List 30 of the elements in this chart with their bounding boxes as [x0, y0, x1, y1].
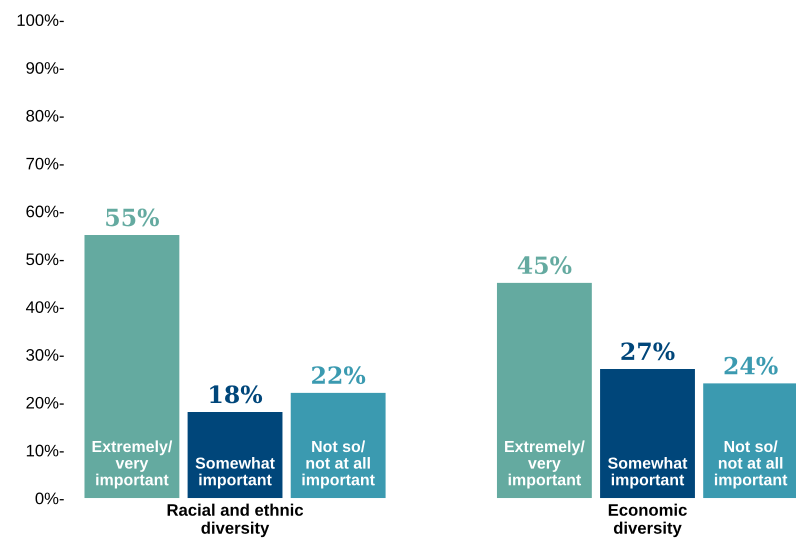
y-tick-label: 60%- [26, 206, 64, 218]
text: 18% [210, 385, 262, 404]
text: 22% [312, 366, 366, 384]
x-tick-label: Racial and ethnic diversity [168, 504, 304, 538]
y-tick-label: 90%- [26, 62, 64, 74]
text: 55% [106, 208, 159, 226]
text: Not so/ not at all important [714, 440, 788, 489]
bar [496, 282, 592, 498]
text: Extremely/ very important [505, 440, 585, 489]
x-tick-label: Economic diversity [608, 504, 687, 538]
text: 27% [621, 342, 675, 360]
series-label: Somewhat important [196, 457, 275, 489]
series-label: Extremely/ very important [92, 440, 172, 489]
text: Somewhat important [608, 457, 688, 489]
y-tick-label: 40%- [26, 301, 64, 313]
text: 24% [724, 356, 778, 375]
series-label: Not so/ not at all important [302, 440, 375, 489]
y-tick-label: 30%- [26, 349, 64, 361]
y-tick-label: 0%- [36, 492, 64, 504]
y-tick-label: 50%- [26, 253, 64, 266]
bar [600, 368, 695, 498]
y-tick-label: 20%- [26, 396, 64, 409]
y-tick-label: 100%- [18, 14, 64, 26]
text: 45% [518, 256, 572, 274]
y-tick-label: 10%- [26, 444, 64, 456]
y-tick-label: 70%- [26, 158, 64, 170]
bar [188, 412, 282, 498]
bar [290, 392, 386, 498]
y-tick-label: 80%- [26, 110, 64, 122]
bar [84, 235, 180, 498]
